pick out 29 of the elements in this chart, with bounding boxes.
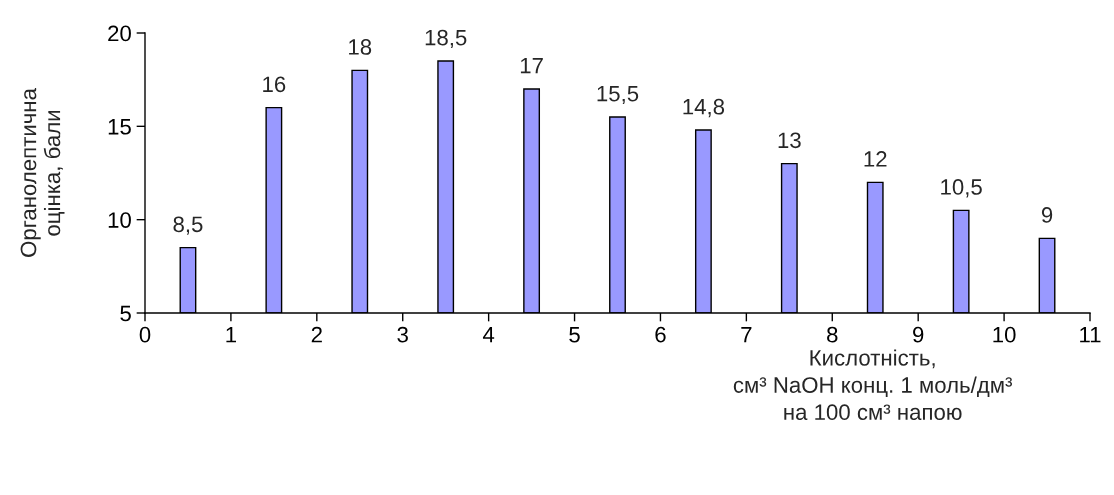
y-axis-title: Органолептична оцінка, бали <box>20 88 65 257</box>
y-tick-label: 20 <box>108 25 131 42</box>
data-label: 18,5 <box>425 29 467 49</box>
y-tick-label: 5 <box>120 305 131 322</box>
data-label: 15,5 <box>597 85 639 105</box>
x-tick-label: 10 <box>993 326 1016 343</box>
data-label: 14,8 <box>683 98 725 118</box>
data-label: 18 <box>349 39 372 55</box>
x-tick-label: 6 <box>655 326 666 343</box>
x-tick-label: 2 <box>311 326 322 343</box>
x-tick-label: 1 <box>226 327 236 343</box>
x-tick-label: 0 <box>139 326 151 343</box>
x-tick-label: 9 <box>913 326 924 343</box>
x-tick-label: 8 <box>827 326 838 343</box>
data-label: 8,5 <box>173 216 203 235</box>
y-tick-label: 15 <box>108 119 131 135</box>
y-tick-label: 10 <box>108 212 131 228</box>
x-tick-label: 3 <box>397 326 408 343</box>
x-axis-title: Кислотність, см³ NaOH конц. 1 моль/дм³ на 100 см³ напою <box>733 349 1013 421</box>
x-tick-label: 5 <box>569 327 580 343</box>
x-tick-label: 7 <box>741 327 752 343</box>
x-tick-label: 4 <box>482 327 495 343</box>
data-label: 16 <box>263 76 286 93</box>
data-label: 17 <box>520 57 543 74</box>
data-label: 10,5 <box>941 179 982 198</box>
data-label: 9 <box>1041 207 1053 223</box>
x-tick-label: 11 <box>1080 327 1101 343</box>
data-label: 13 <box>778 132 801 149</box>
data-label: 12 <box>864 151 887 167</box>
